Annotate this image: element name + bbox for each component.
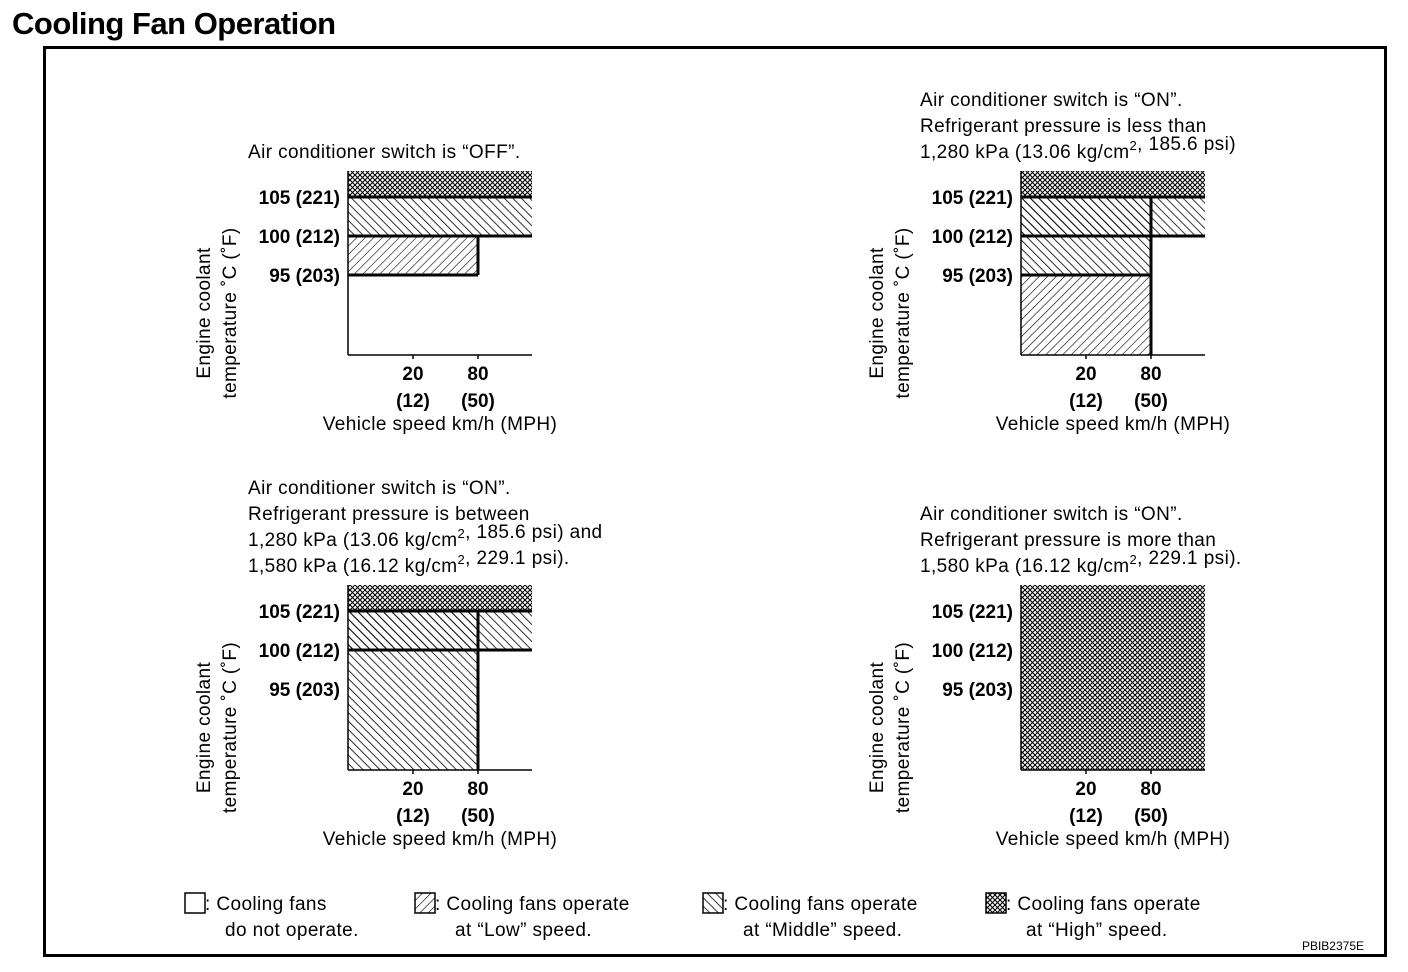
legend-item-middle: : Cooling fans operate at “Middle” speed. <box>702 892 918 941</box>
figure-code: PBIB2375E <box>1301 939 1364 953</box>
panel-1: Air conditioner switch is “OFF”. 105 (221… <box>194 142 557 435</box>
region-middle-speed <box>348 197 532 236</box>
legend-text-line1: : Cooling fans operate <box>723 894 918 915</box>
y-axis-label-line2: temperature ˚C (˚F) <box>220 642 241 813</box>
y-tick-label: 105 (221) <box>259 602 340 623</box>
legend-text-line1: : Cooling fans <box>205 894 327 915</box>
y-axis-label-line2: temperature ˚C (˚F) <box>220 227 241 398</box>
legend-text-line1: : Cooling fans operate <box>1006 894 1201 915</box>
x-tick-label: 80 <box>1140 364 1161 385</box>
x-tick-label-mph: (12) <box>1069 806 1103 827</box>
x-tick-label-mph: (12) <box>396 806 430 827</box>
y-axis-label: Engine coolant temperature ˚C (˚F) <box>867 642 914 813</box>
panel-caption-line: 1,280 kPa (13.06 kg/cm2, 185.6 psi) and <box>248 522 603 551</box>
panel-4: Air conditioner switch is “ON”. Refrigera… <box>867 504 1242 850</box>
panel-caption-line: 1,280 kPa (13.06 kg/cm2, 185.6 psi) <box>920 134 1236 163</box>
panel-caption-line: Air conditioner switch is “OFF”. <box>248 142 521 163</box>
panel-caption-line: Air conditioner switch is “ON”. <box>248 478 511 499</box>
x-axis-label: Vehicle speed km/h (MPH) <box>996 414 1231 435</box>
region-low-speed <box>348 236 478 275</box>
x-tick-label-mph: (12) <box>396 391 430 412</box>
y-tick-label: 100 (212) <box>932 641 1013 662</box>
y-tick-label: 105 (221) <box>932 188 1013 209</box>
x-tick-label-mph: (50) <box>1134 806 1168 827</box>
x-tick-label: 20 <box>402 779 423 800</box>
y-tick-label: 100 (212) <box>932 227 1013 248</box>
y-tick-label: 95 (203) <box>942 680 1013 701</box>
region-high-speed <box>1021 171 1205 197</box>
region-high-speed <box>348 171 532 197</box>
y-axis-label: Engine coolant temperature ˚C (˚F) <box>194 227 241 398</box>
y-axis-label-line1: Engine coolant <box>194 662 215 794</box>
panel-caption-line: Refrigerant pressure is between <box>248 504 530 525</box>
panel-caption-line: Air conditioner switch is “ON”. <box>920 90 1183 111</box>
x-axis-label: Vehicle speed km/h (MPH) <box>323 414 558 435</box>
legend-swatch <box>414 892 436 914</box>
panel-caption-line: Refrigerant pressure is less than <box>920 116 1207 137</box>
y-tick-label: 95 (203) <box>269 266 340 287</box>
x-tick-label: 20 <box>402 364 423 385</box>
legend-swatch <box>985 892 1007 914</box>
region-high-speed <box>1021 585 1205 770</box>
y-axis-label-line1: Engine coolant <box>867 247 888 379</box>
legend-swatch <box>702 892 724 914</box>
diagram-frame <box>43 46 1387 957</box>
y-tick-label: 95 (203) <box>942 266 1013 287</box>
y-tick-label: 105 (221) <box>932 602 1013 623</box>
x-tick-label: 80 <box>467 364 488 385</box>
x-tick-label: 20 <box>1075 779 1096 800</box>
panel-caption-line: Air conditioner switch is “ON”. <box>920 504 1183 525</box>
panel-caption-line: 1,580 kPa (16.12 kg/cm2, 229.1 psi). <box>920 548 1242 577</box>
y-axis-label-line1: Engine coolant <box>194 247 215 379</box>
legend-swatch <box>184 892 206 914</box>
legend-text-line2: at “Middle” speed. <box>743 920 902 941</box>
region-middle-speed <box>1021 197 1205 236</box>
panel-2: Air conditioner switch is “ON”. Refrigera… <box>867 90 1236 435</box>
y-axis-label: Engine coolant temperature ˚C (˚F) <box>867 227 914 398</box>
y-axis-label-line2: temperature ˚C (˚F) <box>893 227 914 398</box>
y-axis-label-line1: Engine coolant <box>867 662 888 794</box>
x-tick-label-mph: (12) <box>1069 391 1103 412</box>
legend-item-high: : Cooling fans operate at “High” speed. <box>985 892 1201 941</box>
y-axis-label: Engine coolant temperature ˚C (˚F) <box>194 642 241 813</box>
x-tick-label-mph: (50) <box>1134 391 1168 412</box>
region-middle-speed <box>348 611 532 650</box>
x-axis-label: Vehicle speed km/h (MPH) <box>323 829 558 850</box>
legend-text-line2: at “Low” speed. <box>455 920 592 941</box>
panel-caption-line: Refrigerant pressure is more than <box>920 530 1216 551</box>
x-tick-label: 80 <box>1140 779 1161 800</box>
x-axis-label: Vehicle speed km/h (MPH) <box>996 829 1231 850</box>
x-tick-label: 20 <box>1075 364 1096 385</box>
y-axis-label-line2: temperature ˚C (˚F) <box>893 642 914 813</box>
legend-text-line2: do not operate. <box>225 920 359 941</box>
x-tick-label: 80 <box>467 779 488 800</box>
legend-text-line1: : Cooling fans operate <box>435 894 630 915</box>
legend-item-none: : Cooling fans do not operate. <box>184 892 359 941</box>
panel-3: Air conditioner switch is “ON”. Refrigera… <box>194 478 603 850</box>
x-tick-label-mph: (50) <box>461 391 495 412</box>
y-tick-label: 100 (212) <box>259 641 340 662</box>
legend-item-low: : Cooling fans operate at “Low” speed. <box>414 892 630 941</box>
legend-text-line2: at “High” speed. <box>1026 920 1168 941</box>
region-low-speed <box>1021 275 1151 355</box>
x-tick-label-mph: (50) <box>461 806 495 827</box>
y-tick-label: 105 (221) <box>259 188 340 209</box>
page-title: Cooling Fan Operation <box>12 6 336 41</box>
panel-caption-line: 1,580 kPa (16.12 kg/cm2, 229.1 psi). <box>248 548 570 577</box>
y-tick-label: 95 (203) <box>269 680 340 701</box>
y-tick-label: 100 (212) <box>259 227 340 248</box>
region-high-speed <box>348 585 532 611</box>
